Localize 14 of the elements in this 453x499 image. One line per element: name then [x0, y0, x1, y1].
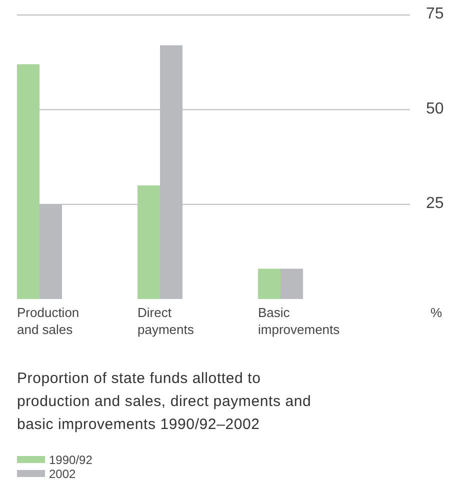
text: Proportion of state funds allotted to production and sales, direct payments and basic improvements 1990/92–2002	[17, 370, 312, 433]
x-tick-label: Direct payments	[138, 305, 194, 337]
x-tick-label: Production and sales	[17, 305, 80, 337]
y-tick-label: 25	[426, 195, 444, 212]
legend-label: 2002	[49, 467, 76, 481]
bar	[17, 64, 40, 299]
bar	[280, 268, 303, 299]
x-tick-label: Basic improvements	[258, 305, 340, 337]
y-axis-title: %	[430, 305, 442, 320]
y-tick-label: 50	[426, 100, 444, 118]
legend-label: 1990/92	[49, 453, 93, 467]
y-tick-label: 75	[426, 6, 444, 23]
bar	[258, 268, 280, 299]
bar	[138, 185, 160, 299]
